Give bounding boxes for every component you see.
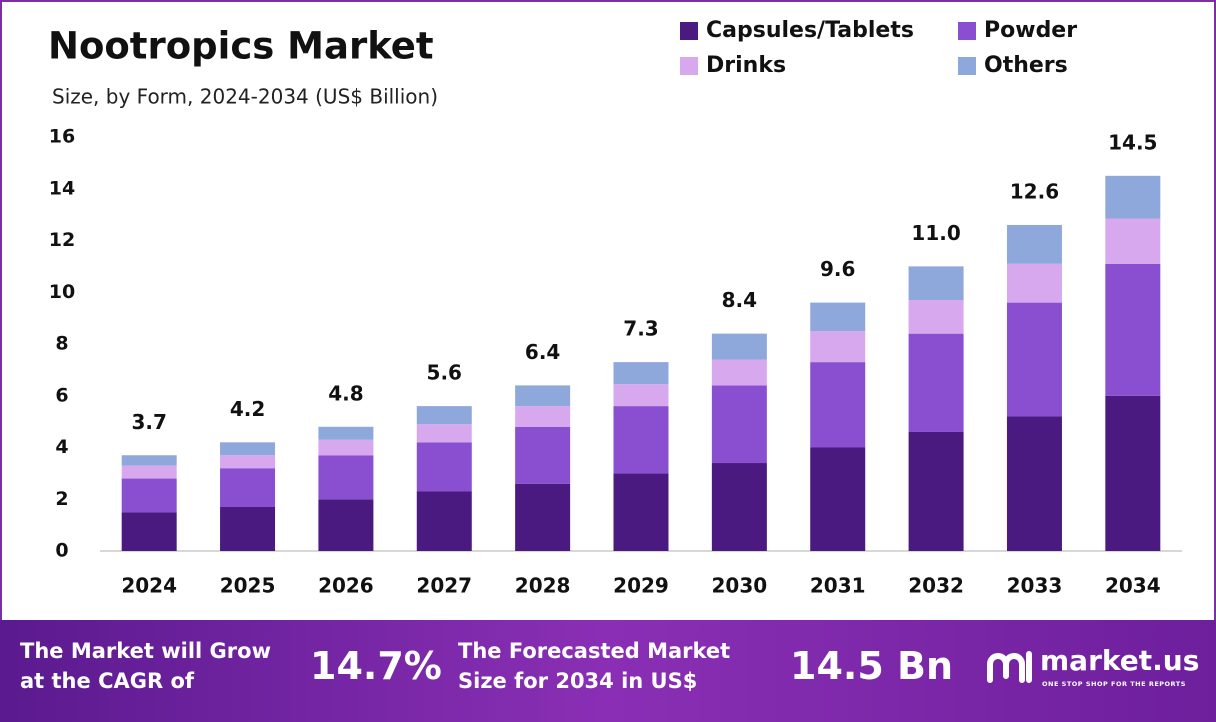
bar-segment <box>711 359 767 386</box>
x-tick-label: 2026 <box>318 574 374 598</box>
total-label: 6.4 <box>525 340 560 364</box>
brand-logo <box>987 651 1032 683</box>
bar-segment <box>1006 302 1062 417</box>
total-label: 4.2 <box>230 397 265 421</box>
x-tick-label: 2025 <box>220 574 276 598</box>
bar-segment <box>810 302 866 332</box>
y-tick-label: 8 <box>55 333 68 355</box>
bar-segment <box>1006 224 1062 264</box>
bar-segment <box>121 455 177 466</box>
y-tick-label: 6 <box>55 384 68 406</box>
legend-label: Powder <box>984 18 1077 43</box>
cagr-value: 14.7% <box>310 644 442 688</box>
bar-segment <box>318 455 374 500</box>
legend-label: Capsules/Tablets <box>706 18 914 43</box>
legend-label: Others <box>984 53 1068 78</box>
bar-segment <box>1105 395 1161 551</box>
brand-name: market.us <box>1040 644 1200 677</box>
total-label: 14.5 <box>1108 130 1157 154</box>
x-tick-label: 2027 <box>416 574 472 598</box>
bar-segment <box>416 406 472 425</box>
bar-segment <box>121 512 177 551</box>
legend-swatch <box>680 57 698 75</box>
x-tick-label: 2024 <box>121 574 177 598</box>
y-tick-label: 12 <box>49 229 75 251</box>
bar-segment <box>121 465 177 479</box>
bar-segment <box>515 483 571 551</box>
bar-segment <box>220 442 276 456</box>
x-tick-label: 2031 <box>810 574 866 598</box>
bar-segment <box>220 455 276 469</box>
bar-segment <box>121 478 177 513</box>
legend-swatch <box>958 57 976 75</box>
bar-segment <box>613 362 669 385</box>
total-label: 8.4 <box>722 288 757 312</box>
x-tick-label: 2032 <box>908 574 964 598</box>
bar-segment <box>711 463 767 551</box>
bar-segment <box>515 385 571 407</box>
bar-segment <box>515 426 571 484</box>
bar-segment <box>613 406 669 474</box>
total-label: 7.3 <box>623 317 658 341</box>
bar-segment <box>220 507 276 551</box>
bar-segment <box>613 473 669 551</box>
chart: Nootropics Market Size, by Form, 2024-20… <box>0 0 1216 620</box>
y-tick-label: 0 <box>55 540 68 562</box>
bar-segment <box>1006 416 1062 551</box>
brand-tagline: ONE STOP SHOP FOR THE REPORTS <box>1042 680 1186 688</box>
x-tick-label: 2034 <box>1105 574 1161 598</box>
y-tick-label: 4 <box>55 436 68 458</box>
y-tick-label: 2 <box>55 488 68 510</box>
total-label: 9.6 <box>820 257 855 281</box>
bar-segment <box>318 439 374 456</box>
bar-segment <box>220 468 276 508</box>
bar-segment <box>810 331 866 363</box>
frame <box>0 0 1216 620</box>
chart-subtitle: Size, by Form, 2024-2034 (US$ Billion) <box>52 85 438 109</box>
bar-segment <box>908 300 964 334</box>
bar-segment <box>810 447 866 551</box>
chart-title: Nootropics Market <box>48 25 434 68</box>
total-label: 5.6 <box>427 361 462 385</box>
bar-segment <box>416 442 472 492</box>
bar-segment <box>318 426 374 440</box>
footer-banner: The Market will Grow at the CAGR of 14.7… <box>0 620 1216 722</box>
cagr-text: The Market will Grow at the CAGR of <box>20 639 271 693</box>
bar-segment <box>711 385 767 464</box>
bar-segment <box>613 384 669 407</box>
bar-segment <box>416 491 472 551</box>
legend-swatch <box>958 22 976 40</box>
bar-segment <box>1105 263 1161 396</box>
total-label: 12.6 <box>1010 179 1059 203</box>
y-tick-label: 16 <box>49 126 75 148</box>
bar-segment <box>908 333 964 432</box>
bar-segment <box>515 406 571 427</box>
x-tick-label: 2029 <box>613 574 669 598</box>
legend-swatch <box>680 22 698 40</box>
bar-segment <box>810 362 866 448</box>
bar-segment <box>908 431 964 551</box>
forecast-text: The Forecasted Market Size for 2034 in U… <box>458 639 731 693</box>
bar-segment <box>416 424 472 443</box>
x-tick-label: 2028 <box>515 574 571 598</box>
bar-segment <box>908 266 964 301</box>
bar-segment <box>1006 263 1062 303</box>
total-label: 11.0 <box>911 221 960 245</box>
x-tick-label: 2033 <box>1007 574 1063 598</box>
x-tick-label: 2030 <box>712 574 768 598</box>
y-tick-label: 14 <box>49 177 75 199</box>
bar-segment <box>711 333 767 360</box>
bar-segment <box>318 499 374 551</box>
y-tick-label: 10 <box>49 281 75 303</box>
bar-segment <box>1105 218 1161 264</box>
total-label: 3.7 <box>131 410 166 434</box>
legend-label: Drinks <box>706 53 786 78</box>
total-label: 4.8 <box>328 381 363 405</box>
bar-segment <box>1105 175 1161 219</box>
forecast-value: 14.5 Bn <box>790 644 954 688</box>
